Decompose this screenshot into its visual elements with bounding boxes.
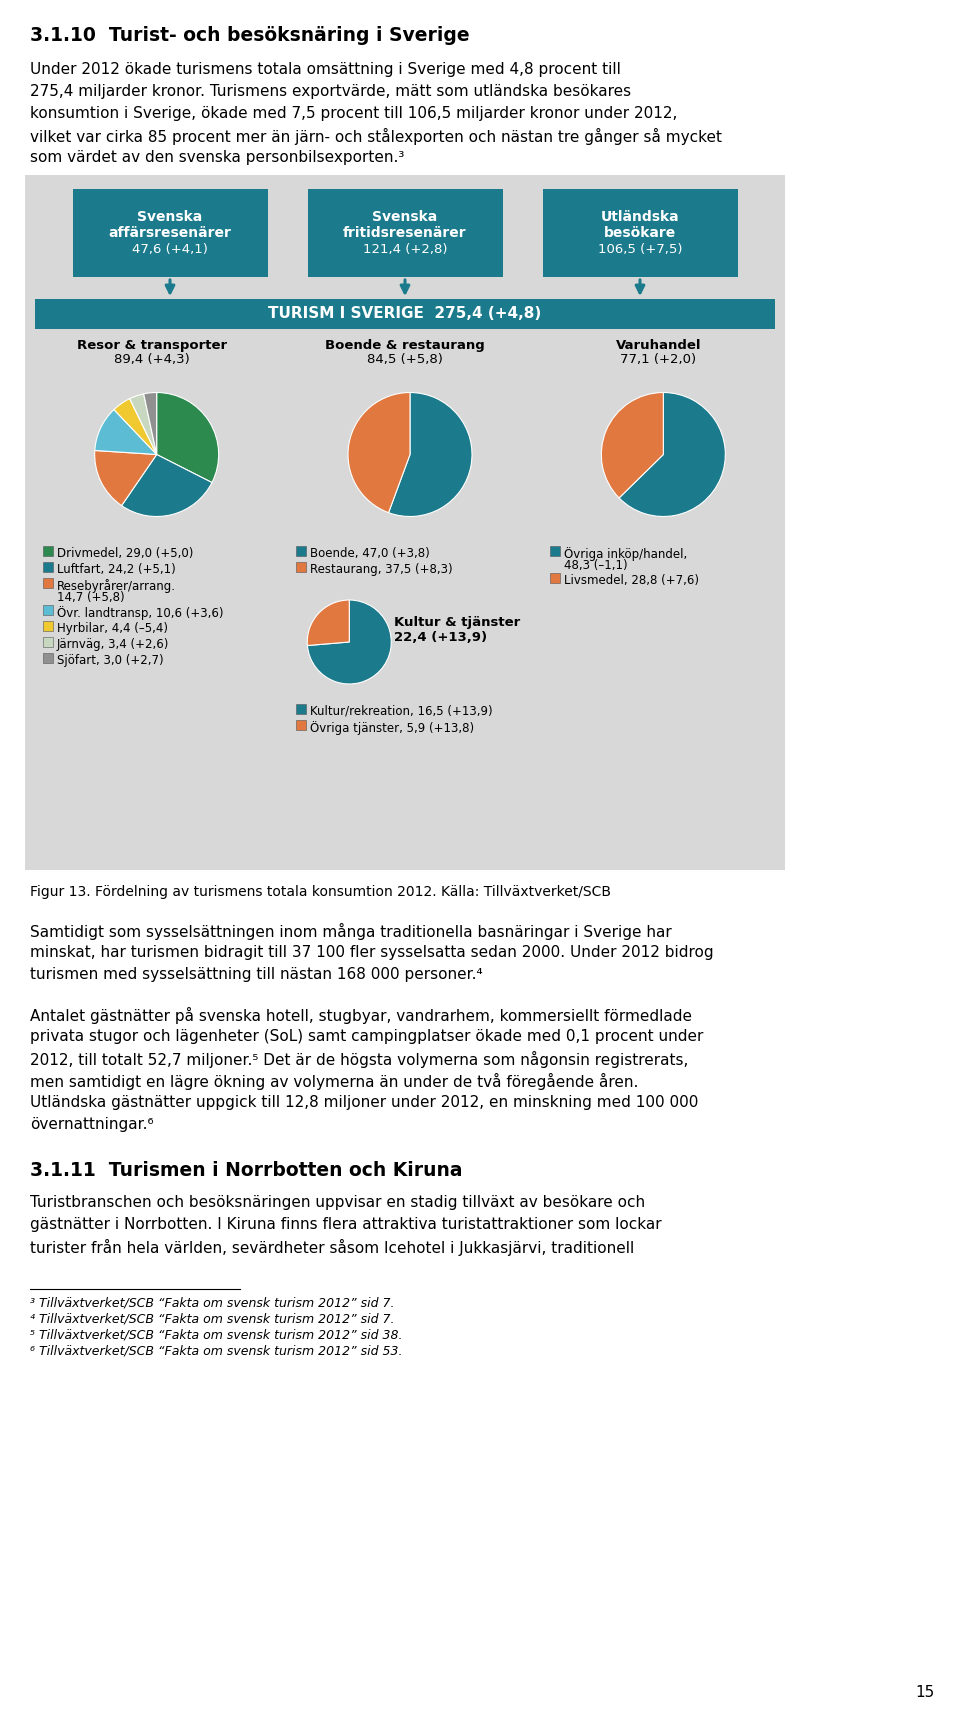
Bar — [43, 546, 53, 557]
Bar — [43, 653, 53, 663]
Text: TURISM I SVERIGE  275,4 (+4,8): TURISM I SVERIGE 275,4 (+4,8) — [269, 306, 541, 321]
Text: Resebyrårer/arrang.: Resebyrårer/arrang. — [57, 579, 176, 593]
Text: Resor & transporter: Resor & transporter — [77, 338, 227, 352]
Text: Utländska: Utländska — [601, 210, 680, 223]
Text: Kultur/rekreation, 16,5 (+13,9): Kultur/rekreation, 16,5 (+13,9) — [310, 704, 492, 718]
Wedge shape — [619, 392, 726, 517]
Text: Under 2012 ökade turismens totala omsättning i Sverige med 4,8 procent till: Under 2012 ökade turismens totala omsätt… — [30, 62, 621, 77]
Text: Övriga tjänster, 5,9 (+13,8): Övriga tjänster, 5,9 (+13,8) — [310, 722, 474, 735]
Text: besökare: besökare — [604, 227, 676, 241]
Text: Boende, 47,0 (+3,8): Boende, 47,0 (+3,8) — [310, 546, 430, 560]
Text: ³ Tillväxtverket/SCB “Fakta om svensk turism 2012” sid 7.: ³ Tillväxtverket/SCB “Fakta om svensk tu… — [30, 1297, 395, 1311]
Bar — [550, 574, 560, 582]
Wedge shape — [389, 392, 472, 517]
Text: Antalet gästnätter på svenska hotell, stugbyar, vandrarhem, kommersiellt förmedl: Antalet gästnätter på svenska hotell, st… — [30, 1007, 692, 1024]
Text: konsumtion i Sverige, ökade med 7,5 procent till 106,5 miljarder kronor under 20: konsumtion i Sverige, ökade med 7,5 proc… — [30, 107, 678, 120]
Bar — [43, 605, 53, 615]
Text: Livsmedel, 28,8 (+7,6): Livsmedel, 28,8 (+7,6) — [564, 574, 699, 588]
Bar — [297, 562, 306, 572]
Text: Luftfart, 24,2 (+5,1): Luftfart, 24,2 (+5,1) — [57, 564, 176, 576]
Text: Samtidigt som sysselsättningen inom många traditionella basnäringar i Sverige ha: Samtidigt som sysselsättningen inom mång… — [30, 923, 672, 940]
Wedge shape — [156, 392, 219, 483]
Wedge shape — [130, 393, 156, 455]
Wedge shape — [95, 450, 156, 505]
Text: 121,4 (+2,8): 121,4 (+2,8) — [363, 242, 447, 256]
Text: minskat, har turismen bidragit till 37 100 fler sysselsatta sedan 2000. Under 20: minskat, har turismen bidragit till 37 1… — [30, 945, 713, 960]
Wedge shape — [307, 600, 392, 684]
Text: ⁵ Tillväxtverket/SCB “Fakta om svensk turism 2012” sid 38.: ⁵ Tillväxtverket/SCB “Fakta om svensk tu… — [30, 1330, 402, 1342]
Text: Övriga inköp/handel,: Övriga inköp/handel, — [564, 546, 687, 562]
Text: 2012, till totalt 52,7 miljoner.⁵ Det är de högsta volymerna som någonsin regist: 2012, till totalt 52,7 miljoner.⁵ Det är… — [30, 1051, 688, 1069]
Text: ⁶ Tillväxtverket/SCB “Fakta om svensk turism 2012” sid 53.: ⁶ Tillväxtverket/SCB “Fakta om svensk tu… — [30, 1345, 402, 1357]
Text: fritidsresenärer: fritidsresenärer — [343, 227, 467, 241]
Text: turismen med sysselsättning till nästan 168 000 personer.⁴: turismen med sysselsättning till nästan … — [30, 967, 483, 983]
Text: 15: 15 — [916, 1685, 935, 1701]
Text: Turistbranschen och besöksnäringen uppvisar en stadig tillväxt av besökare och: Turistbranschen och besöksnäringen uppvi… — [30, 1196, 645, 1209]
Wedge shape — [122, 455, 212, 517]
Text: 48,3 (–1,1): 48,3 (–1,1) — [564, 558, 627, 572]
Text: som värdet av den svenska personbilsexporten.³: som värdet av den svenska personbilsexpo… — [30, 149, 404, 165]
Text: 84,5 (+5,8): 84,5 (+5,8) — [367, 352, 443, 366]
Bar — [542, 189, 737, 277]
Text: vilket var cirka 85 procent mer än järn- och stålexporten och nästan tre gånger : vilket var cirka 85 procent mer än järn-… — [30, 129, 722, 144]
Text: Övr. landtransp, 10,6 (+3,6): Övr. landtransp, 10,6 (+3,6) — [57, 606, 224, 620]
Bar — [307, 189, 502, 277]
Bar — [73, 189, 268, 277]
Bar — [297, 704, 306, 715]
Bar — [43, 637, 53, 648]
Bar — [43, 620, 53, 631]
Bar — [43, 562, 53, 572]
Text: Figur 13. Fördelning av turismens totala konsumtion 2012. Källa: Tillväxtverket/: Figur 13. Fördelning av turismens totala… — [30, 885, 611, 899]
Bar — [25, 175, 785, 869]
Text: 14,7 (+5,8): 14,7 (+5,8) — [57, 591, 125, 605]
Wedge shape — [144, 392, 156, 455]
Text: affärsresenärer: affärsresenärer — [108, 227, 231, 241]
Text: 77,1 (+2,0): 77,1 (+2,0) — [620, 352, 696, 366]
Wedge shape — [348, 392, 410, 512]
Text: men samtidigt en lägre ökning av volymerna än under de två föregående åren.: men samtidigt en lägre ökning av volymer… — [30, 1074, 638, 1089]
Text: Varuhandel: Varuhandel — [615, 338, 701, 352]
Wedge shape — [601, 392, 663, 498]
Text: 89,4 (+4,3): 89,4 (+4,3) — [114, 352, 189, 366]
Text: Restaurang, 37,5 (+8,3): Restaurang, 37,5 (+8,3) — [310, 564, 453, 576]
Text: Drivmedel, 29,0 (+5,0): Drivmedel, 29,0 (+5,0) — [57, 546, 193, 560]
Text: turister från hela världen, sevärdheter såsom Icehotel i Jukkasjärvi, traditione: turister från hela världen, sevärdheter … — [30, 1239, 635, 1256]
Text: Boende & restaurang: Boende & restaurang — [325, 338, 485, 352]
Text: ⁴ Tillväxtverket/SCB “Fakta om svensk turism 2012” sid 7.: ⁴ Tillväxtverket/SCB “Fakta om svensk tu… — [30, 1313, 395, 1326]
Text: 275,4 miljarder kronor. Turismens exportvärde, mätt som utländska besökares: 275,4 miljarder kronor. Turismens export… — [30, 84, 631, 100]
Wedge shape — [307, 600, 349, 646]
Wedge shape — [95, 409, 156, 455]
Text: Utländska gästnätter uppgick till 12,8 miljoner under 2012, en minskning med 100: Utländska gästnätter uppgick till 12,8 m… — [30, 1094, 698, 1110]
Text: 3.1.11  Turismen i Norrbotten och Kiruna: 3.1.11 Turismen i Norrbotten och Kiruna — [30, 1161, 463, 1180]
Bar — [297, 720, 306, 730]
Wedge shape — [114, 399, 156, 455]
Text: Järnväg, 3,4 (+2,6): Järnväg, 3,4 (+2,6) — [57, 637, 169, 651]
Text: Hyrbilar, 4,4 (–5,4): Hyrbilar, 4,4 (–5,4) — [57, 622, 168, 636]
Text: Sjöfart, 3,0 (+2,7): Sjöfart, 3,0 (+2,7) — [57, 655, 163, 667]
Text: övernattningar.⁶: övernattningar.⁶ — [30, 1117, 154, 1132]
Text: gästnätter i Norrbotten. I Kiruna finns flera attraktiva turistattraktioner som : gästnätter i Norrbotten. I Kiruna finns … — [30, 1216, 661, 1232]
Bar — [35, 299, 775, 330]
Text: Svenska: Svenska — [137, 210, 203, 223]
Text: 47,6 (+4,1): 47,6 (+4,1) — [132, 242, 208, 256]
Text: 106,5 (+7,5): 106,5 (+7,5) — [598, 242, 683, 256]
Text: 3.1.10  Turist- och besöksnäring i Sverige: 3.1.10 Turist- och besöksnäring i Sverig… — [30, 26, 469, 45]
Bar — [43, 577, 53, 588]
Text: privata stugor och lägenheter (SoL) samt campingplatser ökade med 0,1 procent un: privata stugor och lägenheter (SoL) samt… — [30, 1029, 704, 1045]
Text: Svenska: Svenska — [372, 210, 438, 223]
Bar — [550, 546, 560, 557]
Bar — [297, 546, 306, 557]
Text: Kultur & tjänster
22,4 (+13,9): Kultur & tjänster 22,4 (+13,9) — [394, 617, 520, 644]
